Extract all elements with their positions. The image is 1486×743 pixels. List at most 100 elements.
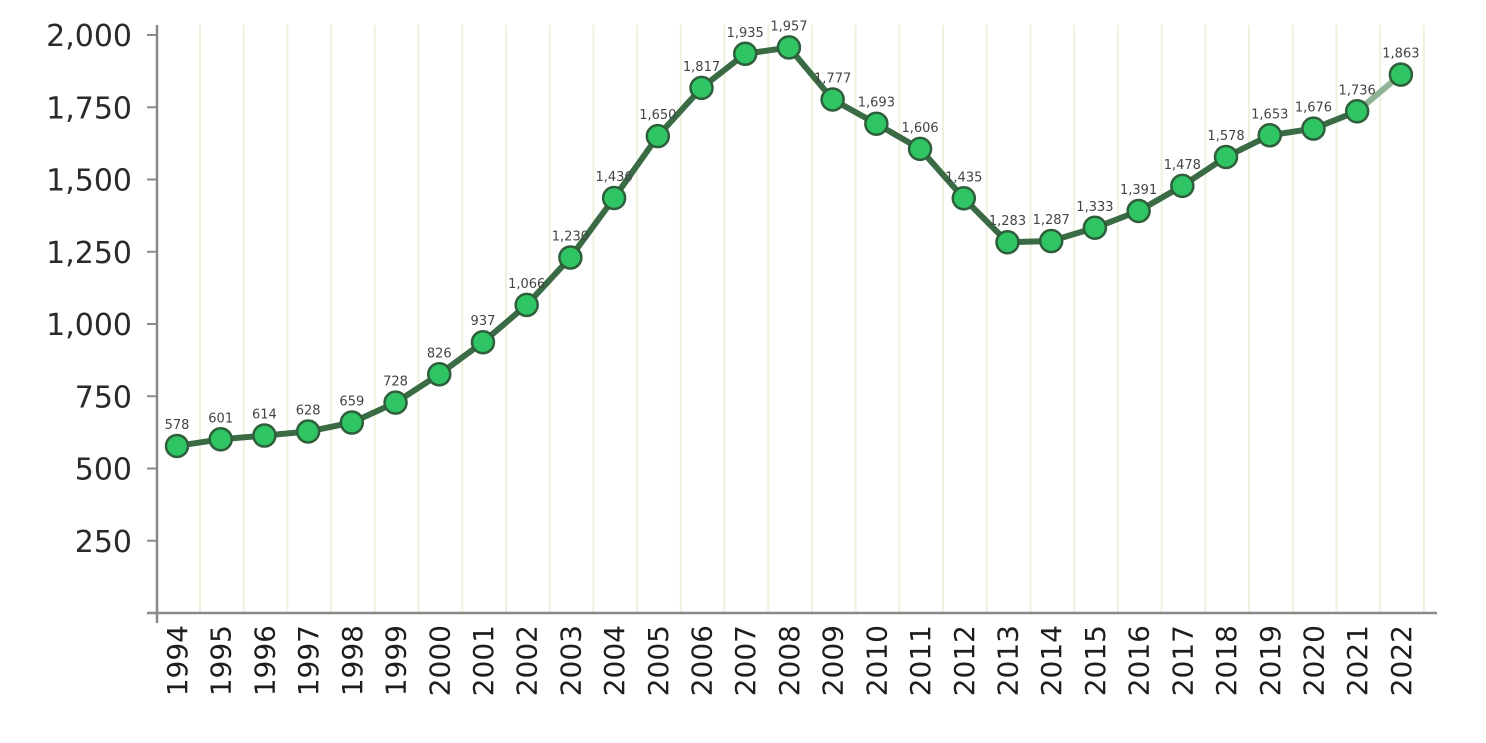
data-point[interactable]: [1388, 62, 1414, 87]
x-axis-tick-labels: 1994 1995 1996 1997 1998 1999 2000 2001 2002 2003…: [161, 625, 1418, 696]
data-point[interactable]: [907, 136, 933, 162]
data-point[interactable]: [558, 245, 583, 270]
data-point[interactable]: [339, 410, 365, 435]
data-label: 1,777: [814, 71, 851, 86]
x-tick-label: 1994: [161, 625, 194, 696]
x-tick-label: 2012: [948, 625, 981, 696]
series-markers: [164, 35, 1414, 459]
data-point[interactable]: [427, 362, 452, 387]
x-tick-label: 1995: [205, 625, 238, 696]
data-point[interactable]: [514, 292, 539, 318]
x-tick-label: 2009: [817, 625, 850, 696]
x-tick-label: 2019: [1254, 625, 1287, 696]
data-label: 937: [471, 314, 496, 329]
x-tick-label: 2002: [511, 625, 544, 696]
x-tick-label: 2017: [1166, 625, 1199, 696]
data-point[interactable]: [776, 35, 802, 60]
data-label: 1,435: [945, 170, 982, 185]
x-tick-label: 2013: [991, 625, 1024, 696]
data-label: 1,957: [770, 19, 807, 34]
data-label: 1,693: [858, 96, 895, 111]
data-point[interactable]: [208, 427, 233, 452]
data-label: 1,283: [989, 214, 1026, 229]
x-tick-label: 2003: [554, 625, 587, 696]
x-tick-label: 2010: [860, 625, 893, 696]
data-label: 1,578: [1207, 129, 1244, 144]
data-point[interactable]: [1344, 99, 1370, 124]
data-point[interactable]: [864, 111, 889, 136]
data-point[interactable]: [164, 433, 190, 459]
x-tick-label: 2016: [1123, 625, 1156, 696]
data-label: 578: [165, 418, 190, 433]
x-tick-label: 2018: [1210, 625, 1243, 696]
data-label: 1,287: [1033, 213, 1070, 228]
data-label: 1,066: [508, 277, 545, 292]
x-tick-label: 2022: [1385, 625, 1418, 696]
data-point[interactable]: [252, 423, 277, 448]
line-segment: [567, 194, 618, 261]
data-point[interactable]: [732, 41, 758, 67]
data-point[interactable]: [601, 185, 627, 211]
y-axis-tick-labels: 250 500 750 1,000 1,250 1,500 1,750 2,000: [46, 19, 132, 560]
x-tick-label: 1997: [292, 625, 325, 696]
data-label: 1,736: [1339, 83, 1376, 98]
x-tick-label: 2008: [773, 625, 806, 696]
x-tick-label: 2020: [1297, 625, 1330, 696]
data-point[interactable]: [820, 87, 845, 112]
data-point[interactable]: [689, 75, 714, 101]
data-label: 601: [208, 411, 233, 426]
y-tick-label: 1,500: [46, 164, 132, 199]
x-tick-label: 2006: [686, 625, 719, 696]
x-tick-label: 2007: [729, 625, 762, 696]
data-point[interactable]: [470, 329, 496, 355]
data-label: 614: [252, 408, 277, 423]
data-label: 659: [339, 395, 364, 410]
x-tick-label: 2000: [423, 625, 456, 696]
x-tick-label: 2005: [642, 625, 675, 696]
data-labels: 578 601 614 628 659 728 826 937 1,066 1,230 1,436 1…: [165, 19, 1420, 433]
data-point[interactable]: [383, 390, 408, 415]
data-label: 1,333: [1076, 200, 1113, 215]
data-label: 1,653: [1251, 107, 1288, 122]
x-tick-label: 1999: [380, 625, 413, 696]
data-point[interactable]: [1170, 173, 1195, 199]
line-segment: [611, 133, 661, 201]
x-tick-label: 2004: [598, 625, 631, 696]
x-tick-label: 2021: [1341, 625, 1374, 696]
x-tick-label: 2014: [1035, 625, 1068, 696]
y-tick-label: 1,250: [46, 236, 132, 271]
data-point[interactable]: [1126, 198, 1151, 224]
x-tick-label: 2001: [467, 625, 500, 696]
data-label: 1,478: [1164, 158, 1201, 173]
data-label: 1,606: [901, 121, 938, 136]
data-label: 728: [383, 375, 408, 390]
y-tick-label: 1,000: [46, 308, 132, 343]
data-point[interactable]: [1257, 123, 1282, 148]
data-label: 1,676: [1295, 101, 1332, 116]
axes: [147, 25, 1437, 623]
data-point[interactable]: [645, 123, 671, 149]
data-point[interactable]: [951, 186, 977, 211]
data-point[interactable]: [295, 419, 321, 444]
series-line: [174, 44, 1404, 449]
data-point[interactable]: [1213, 144, 1239, 170]
y-tick-label: 1,750: [46, 91, 132, 126]
data-label: 1,863: [1382, 47, 1419, 62]
y-tick-label: 500: [75, 453, 132, 488]
x-tick-label: 1998: [336, 625, 369, 696]
x-tick-label: 2011: [904, 625, 937, 696]
data-label: 628: [296, 404, 321, 419]
data-label: 1,391: [1120, 183, 1157, 198]
data-label: 1,935: [727, 26, 764, 41]
data-label: 826: [427, 346, 452, 361]
data-point[interactable]: [1038, 228, 1064, 254]
gridlines: [199, 25, 1425, 613]
data-point[interactable]: [1082, 215, 1108, 241]
data-label: 1,650: [639, 108, 676, 123]
data-point[interactable]: [1301, 116, 1326, 141]
data-point[interactable]: [995, 229, 1020, 255]
data-label: 1,230: [552, 230, 589, 245]
y-tick-label: 2,000: [46, 19, 132, 54]
